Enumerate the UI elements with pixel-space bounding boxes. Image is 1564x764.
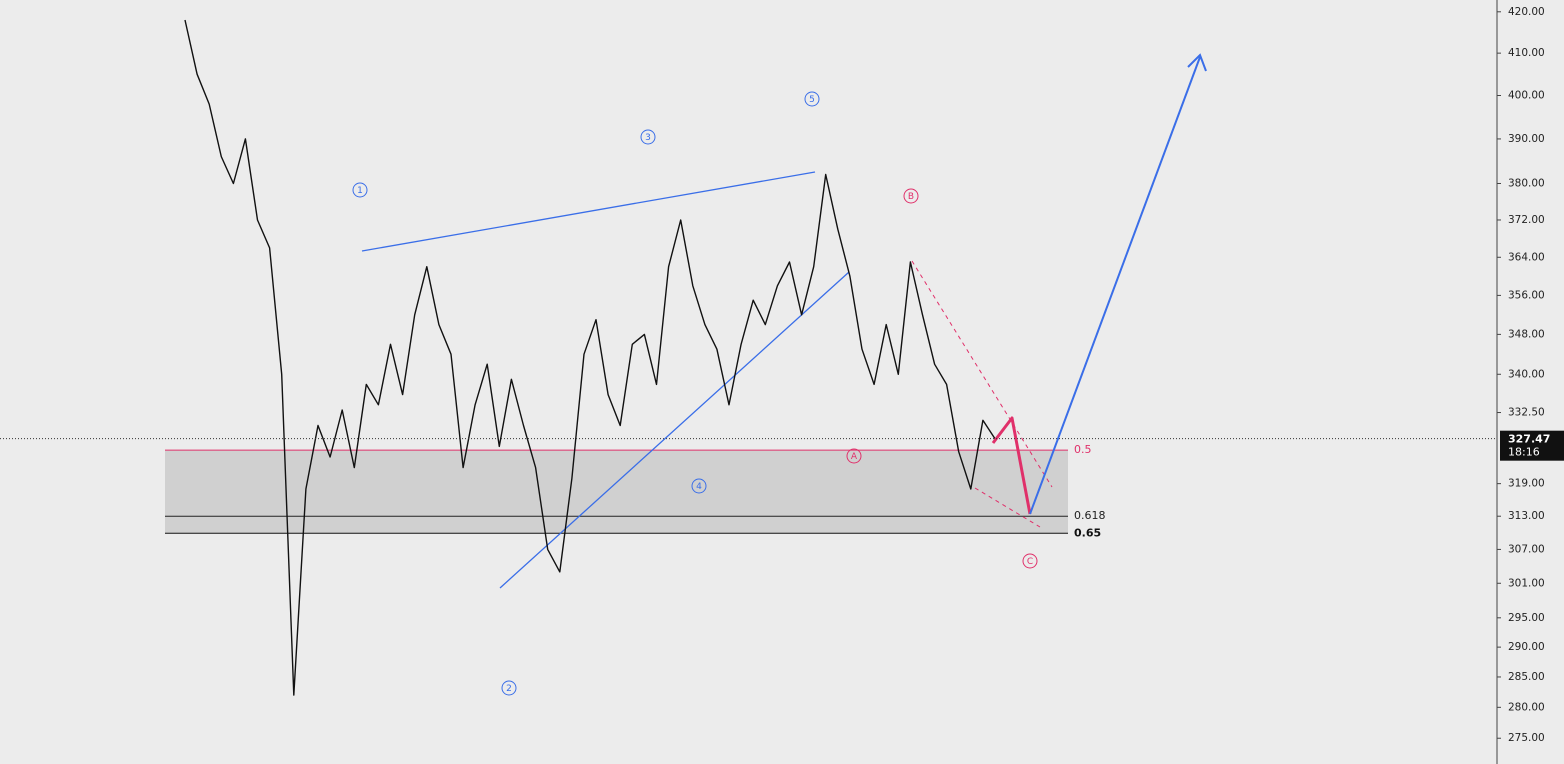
y-tick-label: 372.00 bbox=[1508, 214, 1545, 226]
countdown-label: 18:16 bbox=[1508, 446, 1540, 459]
y-tick-label: 356.00 bbox=[1508, 289, 1545, 301]
y-tick-label: 380.00 bbox=[1508, 177, 1545, 189]
wave-label: 3 bbox=[645, 133, 651, 143]
y-tick-label: 301.00 bbox=[1508, 577, 1545, 589]
wave-label-ring bbox=[352, 182, 368, 198]
y-tick-label: 332.50 bbox=[1508, 407, 1545, 419]
wave-label: 5 bbox=[809, 95, 815, 105]
y-tick-label: 348.00 bbox=[1508, 328, 1545, 340]
y-tick-label: 400.00 bbox=[1508, 89, 1545, 101]
wave-label: C bbox=[1027, 557, 1033, 567]
wave-label-ring bbox=[691, 478, 707, 494]
fib-level-label: 0.5 bbox=[1074, 443, 1092, 456]
last-price-tag bbox=[1500, 430, 1564, 461]
y-tick-label: 420.00 bbox=[1508, 6, 1545, 18]
y-tick-label: 280.00 bbox=[1508, 701, 1545, 713]
fib-level-label: 0.618 bbox=[1074, 509, 1106, 522]
trendline bbox=[361, 171, 816, 252]
y-tick-label: 313.00 bbox=[1508, 510, 1545, 522]
fib-level-label: 0.65 bbox=[1074, 526, 1101, 539]
wave-label: B bbox=[908, 192, 914, 202]
projection-arrow bbox=[1029, 56, 1201, 515]
y-tick-label: 410.00 bbox=[1508, 47, 1545, 59]
trendline bbox=[499, 271, 850, 589]
y-tick-label: 275.00 bbox=[1508, 732, 1545, 744]
wave-label-ring bbox=[1022, 553, 1038, 569]
arrow-head bbox=[1187, 53, 1207, 72]
wave-label: A bbox=[851, 452, 858, 462]
price-line bbox=[184, 19, 996, 696]
wave-label-ring bbox=[846, 448, 862, 464]
y-tick-label: 307.00 bbox=[1508, 543, 1545, 555]
y-tick-label: 290.00 bbox=[1508, 641, 1545, 653]
wave-label-ring bbox=[903, 188, 919, 204]
y-tick-label: 285.00 bbox=[1508, 671, 1545, 683]
wave-label-ring bbox=[804, 91, 820, 107]
fib-zone-fill bbox=[165, 450, 1068, 534]
y-tick-label: 295.00 bbox=[1508, 612, 1545, 624]
y-tick-label: 364.00 bbox=[1508, 251, 1545, 263]
price-series bbox=[184, 19, 996, 696]
y-tick-label: 390.00 bbox=[1508, 133, 1545, 145]
wave-label-ring bbox=[640, 129, 656, 145]
fib-zone: 0.5 0.618 0.65 bbox=[165, 443, 1106, 539]
wave-label: 4 bbox=[696, 482, 702, 492]
y-tick-label: 340.00 bbox=[1508, 368, 1545, 380]
wave-label-ring bbox=[501, 680, 517, 696]
wave-label: 2 bbox=[506, 684, 512, 694]
y-tick-label: 319.00 bbox=[1508, 478, 1545, 490]
wave-label: 1 bbox=[357, 186, 363, 196]
last-price-label: 327.47 bbox=[1508, 433, 1550, 446]
projection-arrow bbox=[991, 416, 1032, 515]
